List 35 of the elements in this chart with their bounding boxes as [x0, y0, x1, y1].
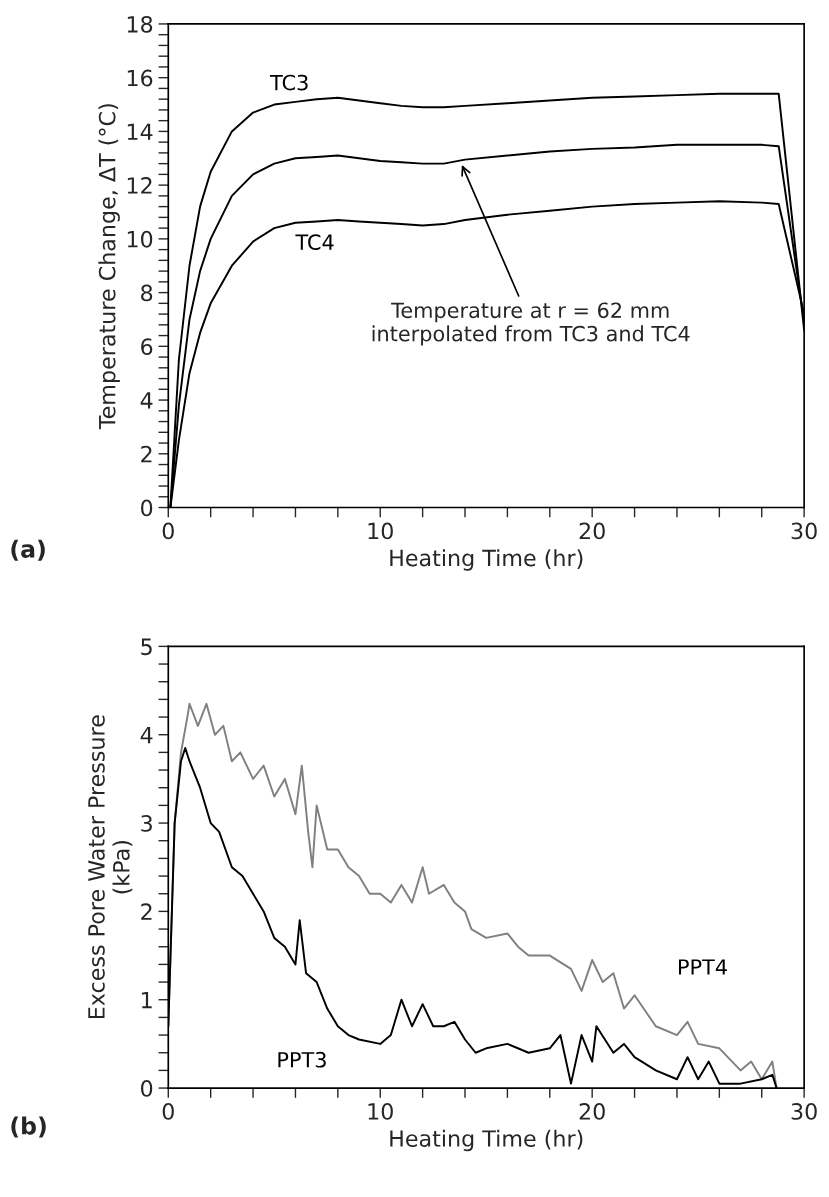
text: PPT4 — [679, 959, 727, 975]
x-tick-label: 20 — [579, 522, 605, 540]
y-tick-label: 5 — [141, 638, 152, 656]
x-tick-label: 30 — [791, 522, 817, 540]
series-label: TC4 — [295, 234, 334, 251]
x-axis-title: Heating Time (hr) — [390, 1129, 583, 1152]
y-tick-label: 2 — [141, 445, 152, 463]
y-tick-label: 8 — [141, 284, 153, 302]
y-tick-label: 3 — [141, 815, 152, 832]
text: (b) — [11, 1116, 46, 1138]
annotation: Temperature at r = 62 mm interpolated from TC3 and TC4 — [372, 302, 690, 346]
x-tick-label: 10 — [368, 522, 393, 540]
y-tick-label: 14 — [127, 123, 153, 140]
y-tick-label: 6 — [141, 338, 153, 356]
y-tick-label: 2 — [141, 903, 152, 920]
y-tick-label: 1 — [142, 991, 152, 1009]
x-tick-label: 20 — [579, 1103, 605, 1120]
y-tick-label: 10 — [127, 230, 153, 248]
y-tick-label: 18 — [127, 15, 153, 33]
y-tick-label: 16 — [127, 69, 153, 87]
series-label: TC3 — [269, 74, 308, 91]
y-axis-title: Excess Pore Water Pressure (kPa) — [88, 715, 133, 1019]
y-tick-label: 12 — [127, 177, 152, 194]
y-axis-title: Temperature Change, ΔT (°C) — [98, 104, 120, 430]
x-tick-label: 30 — [791, 1103, 817, 1120]
x-tick-label: 0 — [162, 522, 174, 540]
x-axis-title: Heating Time (hr) — [390, 549, 583, 571]
text: (a) — [11, 539, 45, 561]
x-tick-label: 0 — [162, 1103, 174, 1120]
y-tick-label: 4 — [140, 392, 153, 409]
y-tick-label: 0 — [141, 1080, 153, 1097]
series-label: PPT3 — [278, 1051, 326, 1068]
y-tick-label: 0 — [141, 499, 153, 517]
x-tick-label: 10 — [368, 1103, 393, 1120]
y-tick-label: 4 — [140, 726, 153, 744]
